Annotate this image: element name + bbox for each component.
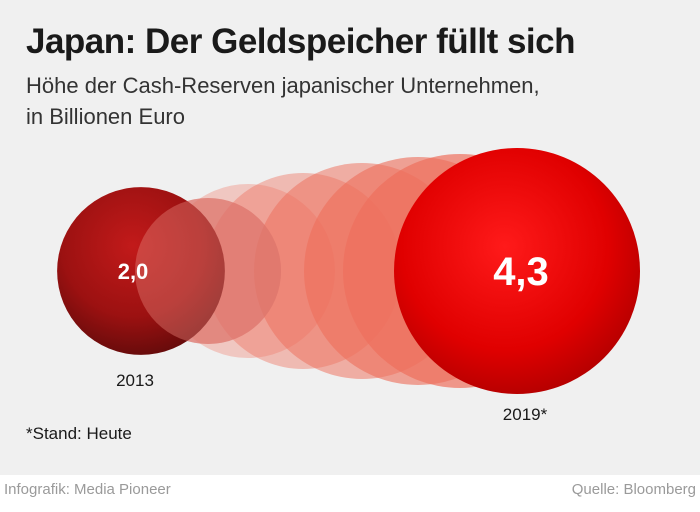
year-label-2019: 2019* [503,405,548,424]
footnote: *Stand: Heute [26,424,132,443]
subtitle-line-1: Höhe der Cash-Reserven japanischer Unter… [26,73,540,98]
footer-bar: Infografik: Media Pioneer Quelle: Bloomb… [0,475,700,512]
bubble-2019 [394,148,640,394]
footer-credit: Infografik: Media Pioneer [4,481,171,498]
chart-subtitle: Höhe der Cash-Reserven japanischer Unter… [26,70,540,132]
bubble-2013 [57,187,225,355]
year-label-2013: 2013 [116,371,154,390]
data-bubbles [57,148,640,394]
subtitle-line-2: in Billionen Euro [26,104,185,129]
value-label-2013: 2,0 [118,259,149,284]
data-labels: 2,0 4,3 2013 2019* [116,250,549,424]
bubble-overlap [135,198,281,344]
value-label-2019: 4,3 [493,250,549,294]
bubble-chart: 2,0 4,3 2013 2019* [57,148,640,424]
footer-source: Quelle: Bloomberg [571,481,696,498]
chart-title: Japan: Der Geldspeicher füllt sich [26,22,576,61]
